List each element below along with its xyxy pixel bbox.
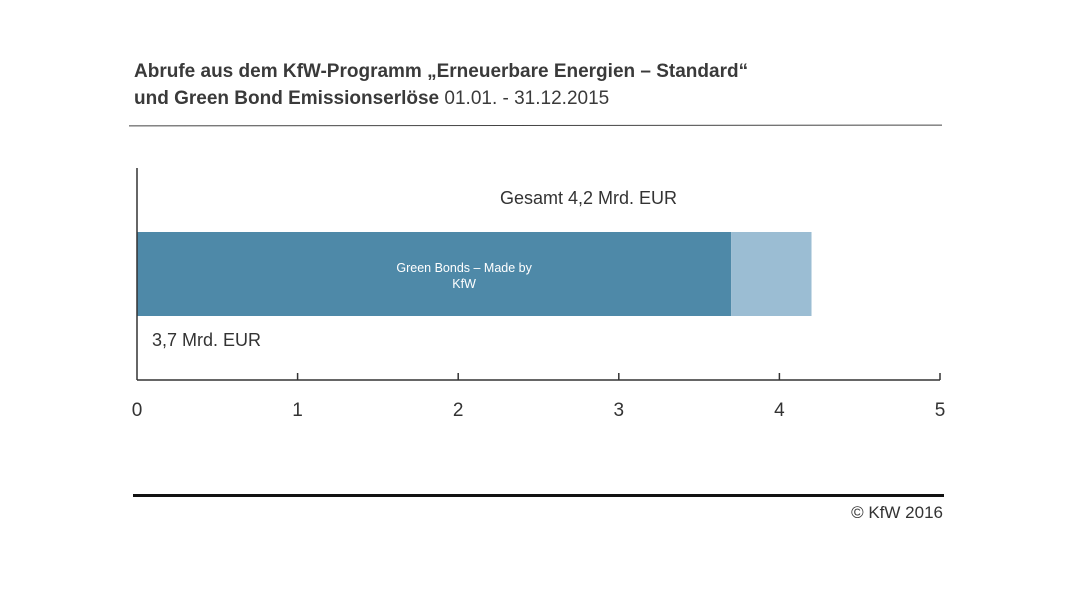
value-annotation: 3,7 Mrd. EUR <box>152 330 261 350</box>
copyright-text: © KfW 2016 <box>851 503 943 522</box>
segment-label-line-2: KfW <box>452 277 476 291</box>
x-tick-label: 5 <box>935 400 946 421</box>
chart-title: Abrufe aus dem KfW-Programm „Erneuerbare… <box>134 58 954 112</box>
x-tick-label: 1 <box>292 400 303 421</box>
segment-label-line-1: Green Bonds – Made by <box>396 261 532 275</box>
title-line-1: Abrufe aus dem KfW-Programm „Erneuerbare… <box>134 61 749 82</box>
x-tick-label: 2 <box>453 400 464 421</box>
bar-segment-remainder <box>731 232 812 316</box>
bottom-divider <box>133 494 944 497</box>
title-period: 01.01. - 31.12.2015 <box>444 88 610 109</box>
x-tick-label: 0 <box>132 400 143 421</box>
x-tick-label: 3 <box>614 400 625 421</box>
bar-segment-green-bonds <box>137 232 732 316</box>
x-tick-label: 4 <box>774 400 785 421</box>
title-line-2: und Green Bond Emissionserlöse <box>134 88 440 109</box>
total-annotation: Gesamt 4,2 Mrd. EUR <box>500 188 677 208</box>
